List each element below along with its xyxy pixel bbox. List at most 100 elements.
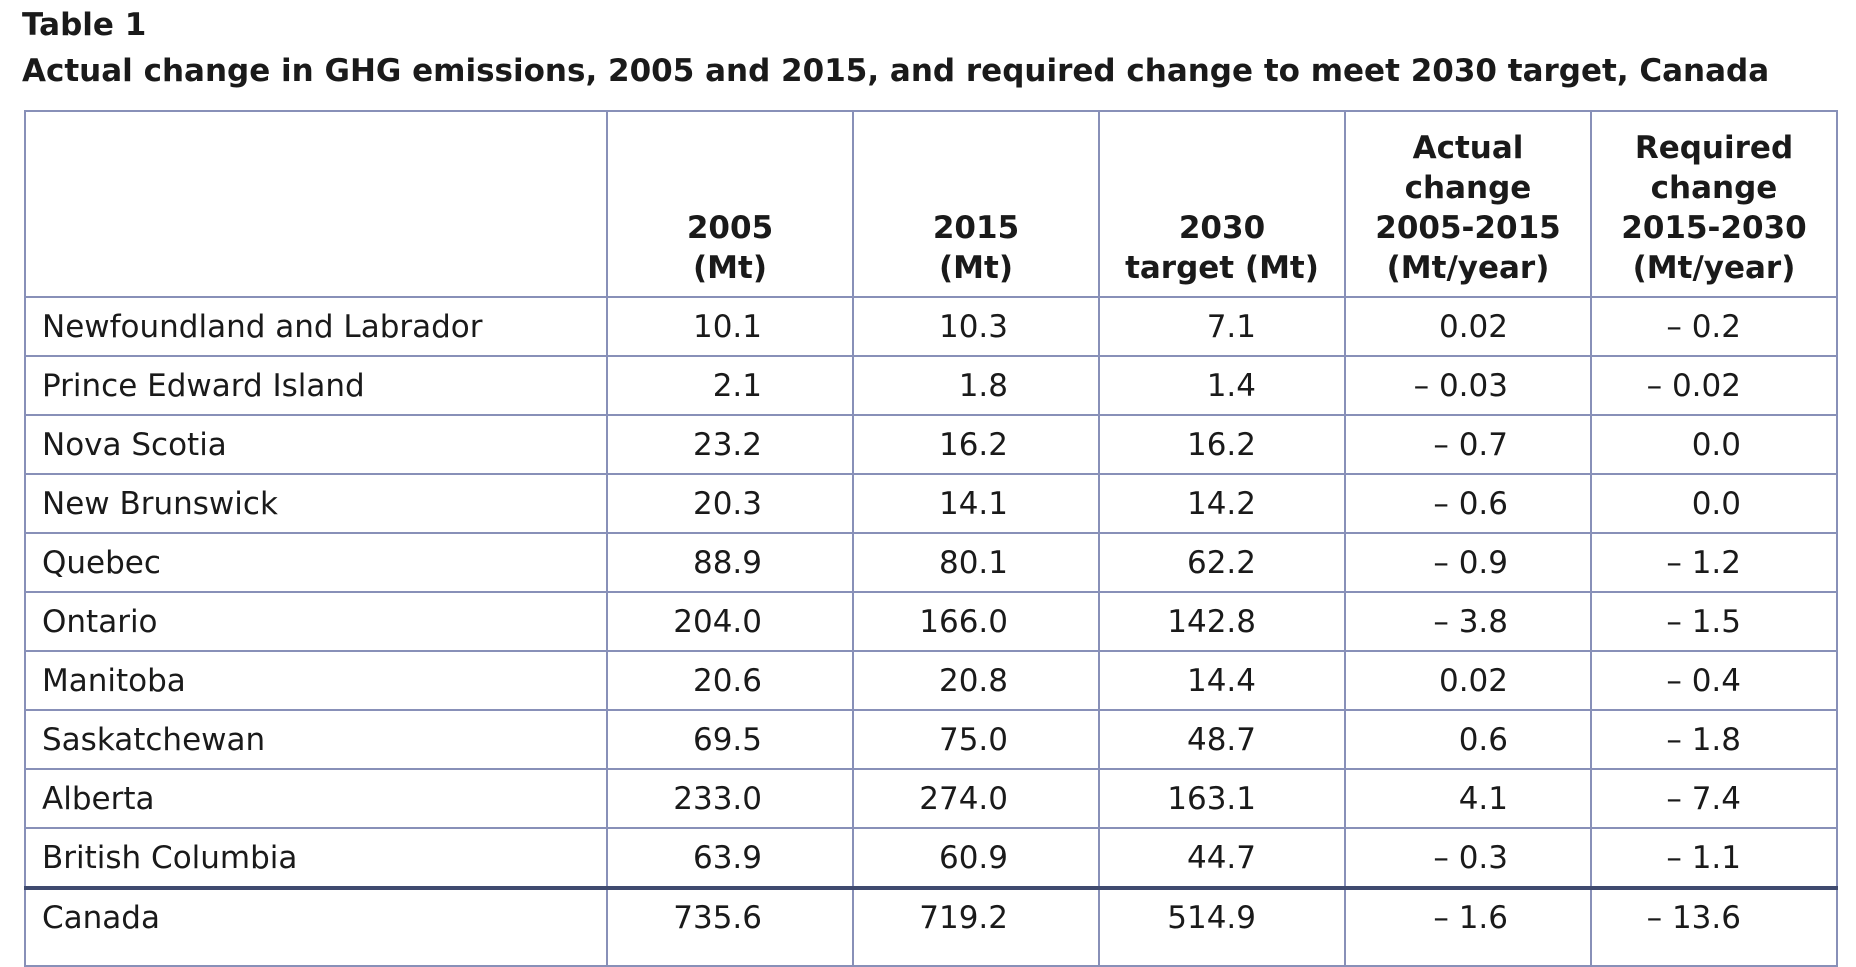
actual-change-cell: – 0.7	[1344, 414, 1592, 475]
header-cell-required-change: Required change 2015-2030 (Mt/year)	[1590, 110, 1838, 298]
header-line: 2005-2015	[1375, 210, 1561, 246]
table-row: Prince Edward Island 2.1 1.8 1.4– 0.03– 0.0…	[24, 355, 1838, 416]
header-cell-2030-target: 2030 target (Mt)	[1098, 110, 1346, 298]
header-cell-region	[24, 110, 608, 298]
actual-change-cell: – 0.3	[1344, 827, 1592, 889]
target-2030-cell: 16.2	[1098, 414, 1346, 475]
target-2030-cell: 163.1	[1098, 768, 1346, 829]
actual-change-cell: 0.6	[1344, 709, 1592, 770]
target-2030-cell: 48.7	[1098, 709, 1346, 770]
region-cell: British Columbia	[24, 827, 608, 889]
header-cell-actual-change: Actual change 2005-2015 (Mt/year)	[1344, 110, 1592, 298]
region-cell: Saskatchewan	[24, 709, 608, 770]
header-line: change	[1650, 170, 1778, 206]
value-2005-cell: 2.1	[606, 355, 854, 416]
region-cell: Alberta	[24, 768, 608, 829]
actual-change-cell: 0.02	[1344, 650, 1592, 711]
actual-change-cell: 0.02	[1344, 296, 1592, 357]
actual-change-cell: – 0.03	[1344, 355, 1592, 416]
region-cell: Canada	[24, 886, 608, 967]
value-2005-cell: 20.6	[606, 650, 854, 711]
header-line: (Mt)	[692, 250, 767, 286]
value-2015-cell: 80.1	[852, 532, 1100, 593]
value-2015-cell: 1.8	[852, 355, 1100, 416]
actual-change-cell: – 3.8	[1344, 591, 1592, 652]
target-2030-cell: 514.9	[1098, 886, 1346, 967]
table-row: Quebec 88.9 80.1 62.2– 0.9– 1.2	[24, 532, 1838, 593]
region-cell: Manitoba	[24, 650, 608, 711]
table-row: Ontario 204.0 166.0 142.8– 3.8– 1.5	[24, 591, 1838, 652]
region-cell: New Brunswick	[24, 473, 608, 534]
value-2005-cell: 10.1	[606, 296, 854, 357]
target-2030-cell: 14.4	[1098, 650, 1346, 711]
table-label: Table 1	[22, 7, 147, 43]
value-2015-cell: 719.2	[852, 886, 1100, 967]
required-change-cell: 0.0	[1590, 473, 1838, 534]
header-line: change	[1404, 170, 1532, 206]
required-change-cell: – 0.02	[1590, 355, 1838, 416]
required-change-cell: – 0.2	[1590, 296, 1838, 357]
value-2005-cell: 20.3	[606, 473, 854, 534]
value-2005-cell: 735.6	[606, 886, 854, 967]
header-line: 2015	[932, 210, 1020, 246]
target-2030-cell: 62.2	[1098, 532, 1346, 593]
table-row: Alberta 233.0 274.0 163.1 4.1– 7.4	[24, 768, 1838, 829]
header-row: 2005 (Mt) 2015 (Mt) 2030 target (Mt) Act…	[24, 110, 1838, 298]
table-body: Newfoundland and Labrador 10.1 10.3 7.1 0.02…	[24, 296, 1838, 967]
actual-change-cell: – 0.9	[1344, 532, 1592, 593]
total-row: Canada 735.6 719.2 514.9– 1.6– 13.6	[24, 886, 1838, 967]
table-row: Manitoba 20.6 20.8 14.4 0.02– 0.4	[24, 650, 1838, 711]
header-cell-2015: 2015 (Mt)	[852, 110, 1100, 298]
table-row: Nova Scotia 23.2 16.2 16.2– 0.7 0.0	[24, 414, 1838, 475]
value-2015-cell: 166.0	[852, 591, 1100, 652]
target-2030-cell: 142.8	[1098, 591, 1346, 652]
emissions-table: 2005 (Mt) 2015 (Mt) 2030 target (Mt) Act…	[24, 110, 1838, 967]
region-cell: Prince Edward Island	[24, 355, 608, 416]
required-change-cell: 0.0	[1590, 414, 1838, 475]
required-change-cell: – 1.2	[1590, 532, 1838, 593]
value-2015-cell: 16.2	[852, 414, 1100, 475]
value-2015-cell: 20.8	[852, 650, 1100, 711]
required-change-cell: – 1.1	[1590, 827, 1838, 889]
value-2005-cell: 233.0	[606, 768, 854, 829]
header-line: (Mt/year)	[1632, 250, 1796, 286]
actual-change-cell: 4.1	[1344, 768, 1592, 829]
value-2005-cell: 69.5	[606, 709, 854, 770]
target-2030-cell: 44.7	[1098, 827, 1346, 889]
header-line: 2005	[686, 210, 774, 246]
value-2015-cell: 274.0	[852, 768, 1100, 829]
value-2015-cell: 10.3	[852, 296, 1100, 357]
required-change-cell: – 7.4	[1590, 768, 1838, 829]
header-cell-2005: 2005 (Mt)	[606, 110, 854, 298]
header-line: (Mt/year)	[1386, 250, 1550, 286]
header-line: Required	[1634, 130, 1794, 166]
region-cell: Newfoundland and Labrador	[24, 296, 608, 357]
table-row: British Columbia 63.9 60.9 44.7– 0.3– 1.1	[24, 827, 1838, 889]
actual-change-cell: – 0.6	[1344, 473, 1592, 534]
value-2015-cell: 75.0	[852, 709, 1100, 770]
header-line: (Mt)	[938, 250, 1013, 286]
header-line: 2030	[1178, 210, 1266, 246]
target-2030-cell: 7.1	[1098, 296, 1346, 357]
value-2005-cell: 88.9	[606, 532, 854, 593]
required-change-cell: – 13.6	[1590, 886, 1838, 967]
target-2030-cell: 1.4	[1098, 355, 1346, 416]
value-2005-cell: 63.9	[606, 827, 854, 889]
required-change-cell: – 1.8	[1590, 709, 1838, 770]
table-row: Newfoundland and Labrador 10.1 10.3 7.1 0.02…	[24, 296, 1838, 357]
actual-change-cell: – 1.6	[1344, 886, 1592, 967]
region-cell: Nova Scotia	[24, 414, 608, 475]
value-2005-cell: 23.2	[606, 414, 854, 475]
table-row: Saskatchewan 69.5 75.0 48.7 0.6– 1.8	[24, 709, 1838, 770]
required-change-cell: – 1.5	[1590, 591, 1838, 652]
required-change-cell: – 0.4	[1590, 650, 1838, 711]
value-2015-cell: 60.9	[852, 827, 1100, 889]
region-cell: Ontario	[24, 591, 608, 652]
header-line: Actual	[1412, 130, 1524, 166]
table-title: Actual change in GHG emissions, 2005 and…	[22, 53, 1770, 89]
header-line: target (Mt)	[1125, 250, 1319, 286]
target-2030-cell: 14.2	[1098, 473, 1346, 534]
value-2015-cell: 14.1	[852, 473, 1100, 534]
header-line: 2015-2030	[1621, 210, 1807, 246]
